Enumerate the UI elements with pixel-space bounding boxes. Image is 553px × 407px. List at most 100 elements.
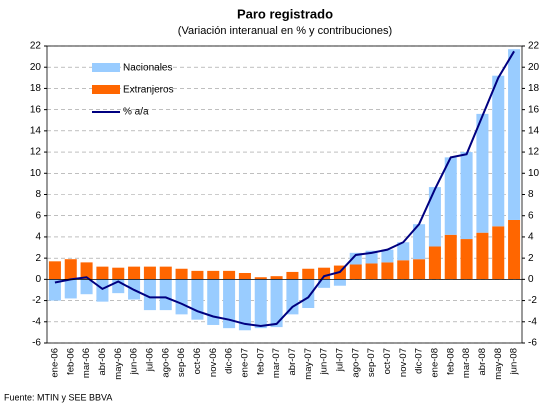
bar [80, 262, 93, 280]
y2-tick-label: 4 [528, 232, 534, 243]
legend-label: Extranjeros [123, 85, 174, 96]
bar [159, 279, 172, 311]
y2-tick-label: -4 [528, 316, 537, 327]
y2-tick-label: 22 [528, 41, 540, 52]
x-tick-label: feb-06 [65, 348, 76, 375]
bar [302, 268, 315, 280]
bar [80, 279, 93, 295]
legend-label: % a/a [123, 107, 149, 118]
legend-label: Nacionales [123, 63, 172, 74]
bar [508, 49, 521, 220]
bar [365, 263, 378, 280]
x-tick-label: sep-06 [176, 348, 187, 377]
x-tick-label: jun-06 [129, 348, 140, 375]
bar [286, 271, 299, 280]
x-tick-label: abr-07 [287, 348, 298, 375]
bar [159, 266, 172, 280]
legend-swatch [92, 63, 120, 72]
bar [349, 252, 362, 265]
x-tick-label: jun-08 [509, 348, 520, 375]
bar [48, 261, 61, 280]
bar [207, 270, 220, 280]
plot-frame [46, 45, 523, 344]
x-tick-label: feb-08 [445, 348, 456, 375]
x-tick-label: jul-06 [144, 348, 155, 372]
y-tick-label: 14 [30, 125, 42, 136]
x-tick-label: ago-07 [350, 348, 361, 378]
bar [112, 267, 125, 280]
bar [492, 226, 505, 280]
bar [143, 279, 156, 311]
bar [286, 279, 299, 315]
bar [476, 113, 489, 233]
bar [508, 219, 521, 280]
legend-swatch [92, 85, 120, 94]
bar [397, 242, 410, 261]
y-tick-label: -4 [32, 316, 41, 327]
bar [302, 279, 315, 308]
bar [444, 234, 457, 280]
bar [64, 279, 77, 299]
x-tick-label: feb-07 [255, 348, 266, 375]
bar [238, 272, 251, 280]
bar [191, 270, 204, 280]
y-tick-label: 0 [35, 274, 41, 285]
y-tick-label: 22 [30, 41, 42, 52]
chart-title: Paro registrado [237, 6, 333, 21]
bar [397, 260, 410, 280]
x-tick-label: mar-08 [461, 348, 472, 378]
y2-tick-label: -2 [528, 295, 537, 306]
y-tick-label: 16 [30, 104, 42, 115]
chart-subtitle: (Variación interanual en % y contribucio… [178, 25, 392, 37]
bar [96, 266, 109, 280]
bar [254, 279, 267, 329]
x-tick-label: dic-07 [414, 348, 425, 374]
y2-tick-label: 2 [528, 253, 534, 264]
bar [175, 279, 188, 315]
x-tick-label: jun-07 [319, 348, 330, 375]
x-tick-label: abr-06 [97, 348, 108, 375]
bar [143, 266, 156, 280]
x-tick-label: may-07 [303, 348, 314, 380]
x-tick-label: mar-06 [81, 348, 92, 378]
y-tick-label: 18 [30, 83, 42, 94]
y2-tick-label: 14 [528, 125, 540, 136]
bar [333, 279, 346, 286]
y2-tick-label: 10 [528, 168, 540, 179]
bar [349, 264, 362, 280]
y2-tick-label: -6 [528, 338, 537, 349]
x-tick-label: nov-06 [208, 348, 219, 377]
bar [413, 224, 426, 260]
bar [64, 259, 77, 280]
bar [223, 279, 236, 329]
bar [444, 157, 457, 235]
x-tick-label: sep-07 [366, 348, 377, 377]
bar [381, 249, 394, 263]
y2-tick-label: 8 [528, 189, 534, 200]
x-tick-label: dic-06 [224, 348, 235, 374]
x-tick-label: abr-08 [477, 348, 488, 375]
x-tick-label: ene-08 [429, 348, 440, 378]
y-tick-label: 8 [35, 189, 41, 200]
bar [96, 279, 109, 302]
bar [381, 262, 394, 280]
y-tick-label: 6 [35, 210, 41, 221]
bar [254, 277, 267, 280]
y2-tick-label: 18 [528, 83, 540, 94]
bar [460, 152, 473, 240]
bar [128, 266, 141, 280]
line [54, 50, 515, 328]
y-tick-label: 12 [30, 147, 42, 158]
x-tick-label: mar-07 [271, 348, 282, 378]
y2-tick-label: 20 [528, 62, 540, 73]
source: Fuente: MTIN y SEE BBVA [4, 392, 112, 402]
y-tick-label: 10 [30, 168, 42, 179]
bar [270, 279, 283, 328]
bar [428, 187, 441, 247]
y2-tick-label: 16 [528, 104, 540, 115]
x-tick-label: oct-06 [192, 348, 203, 374]
bar [476, 232, 489, 280]
y-tick-label: 20 [30, 62, 42, 73]
